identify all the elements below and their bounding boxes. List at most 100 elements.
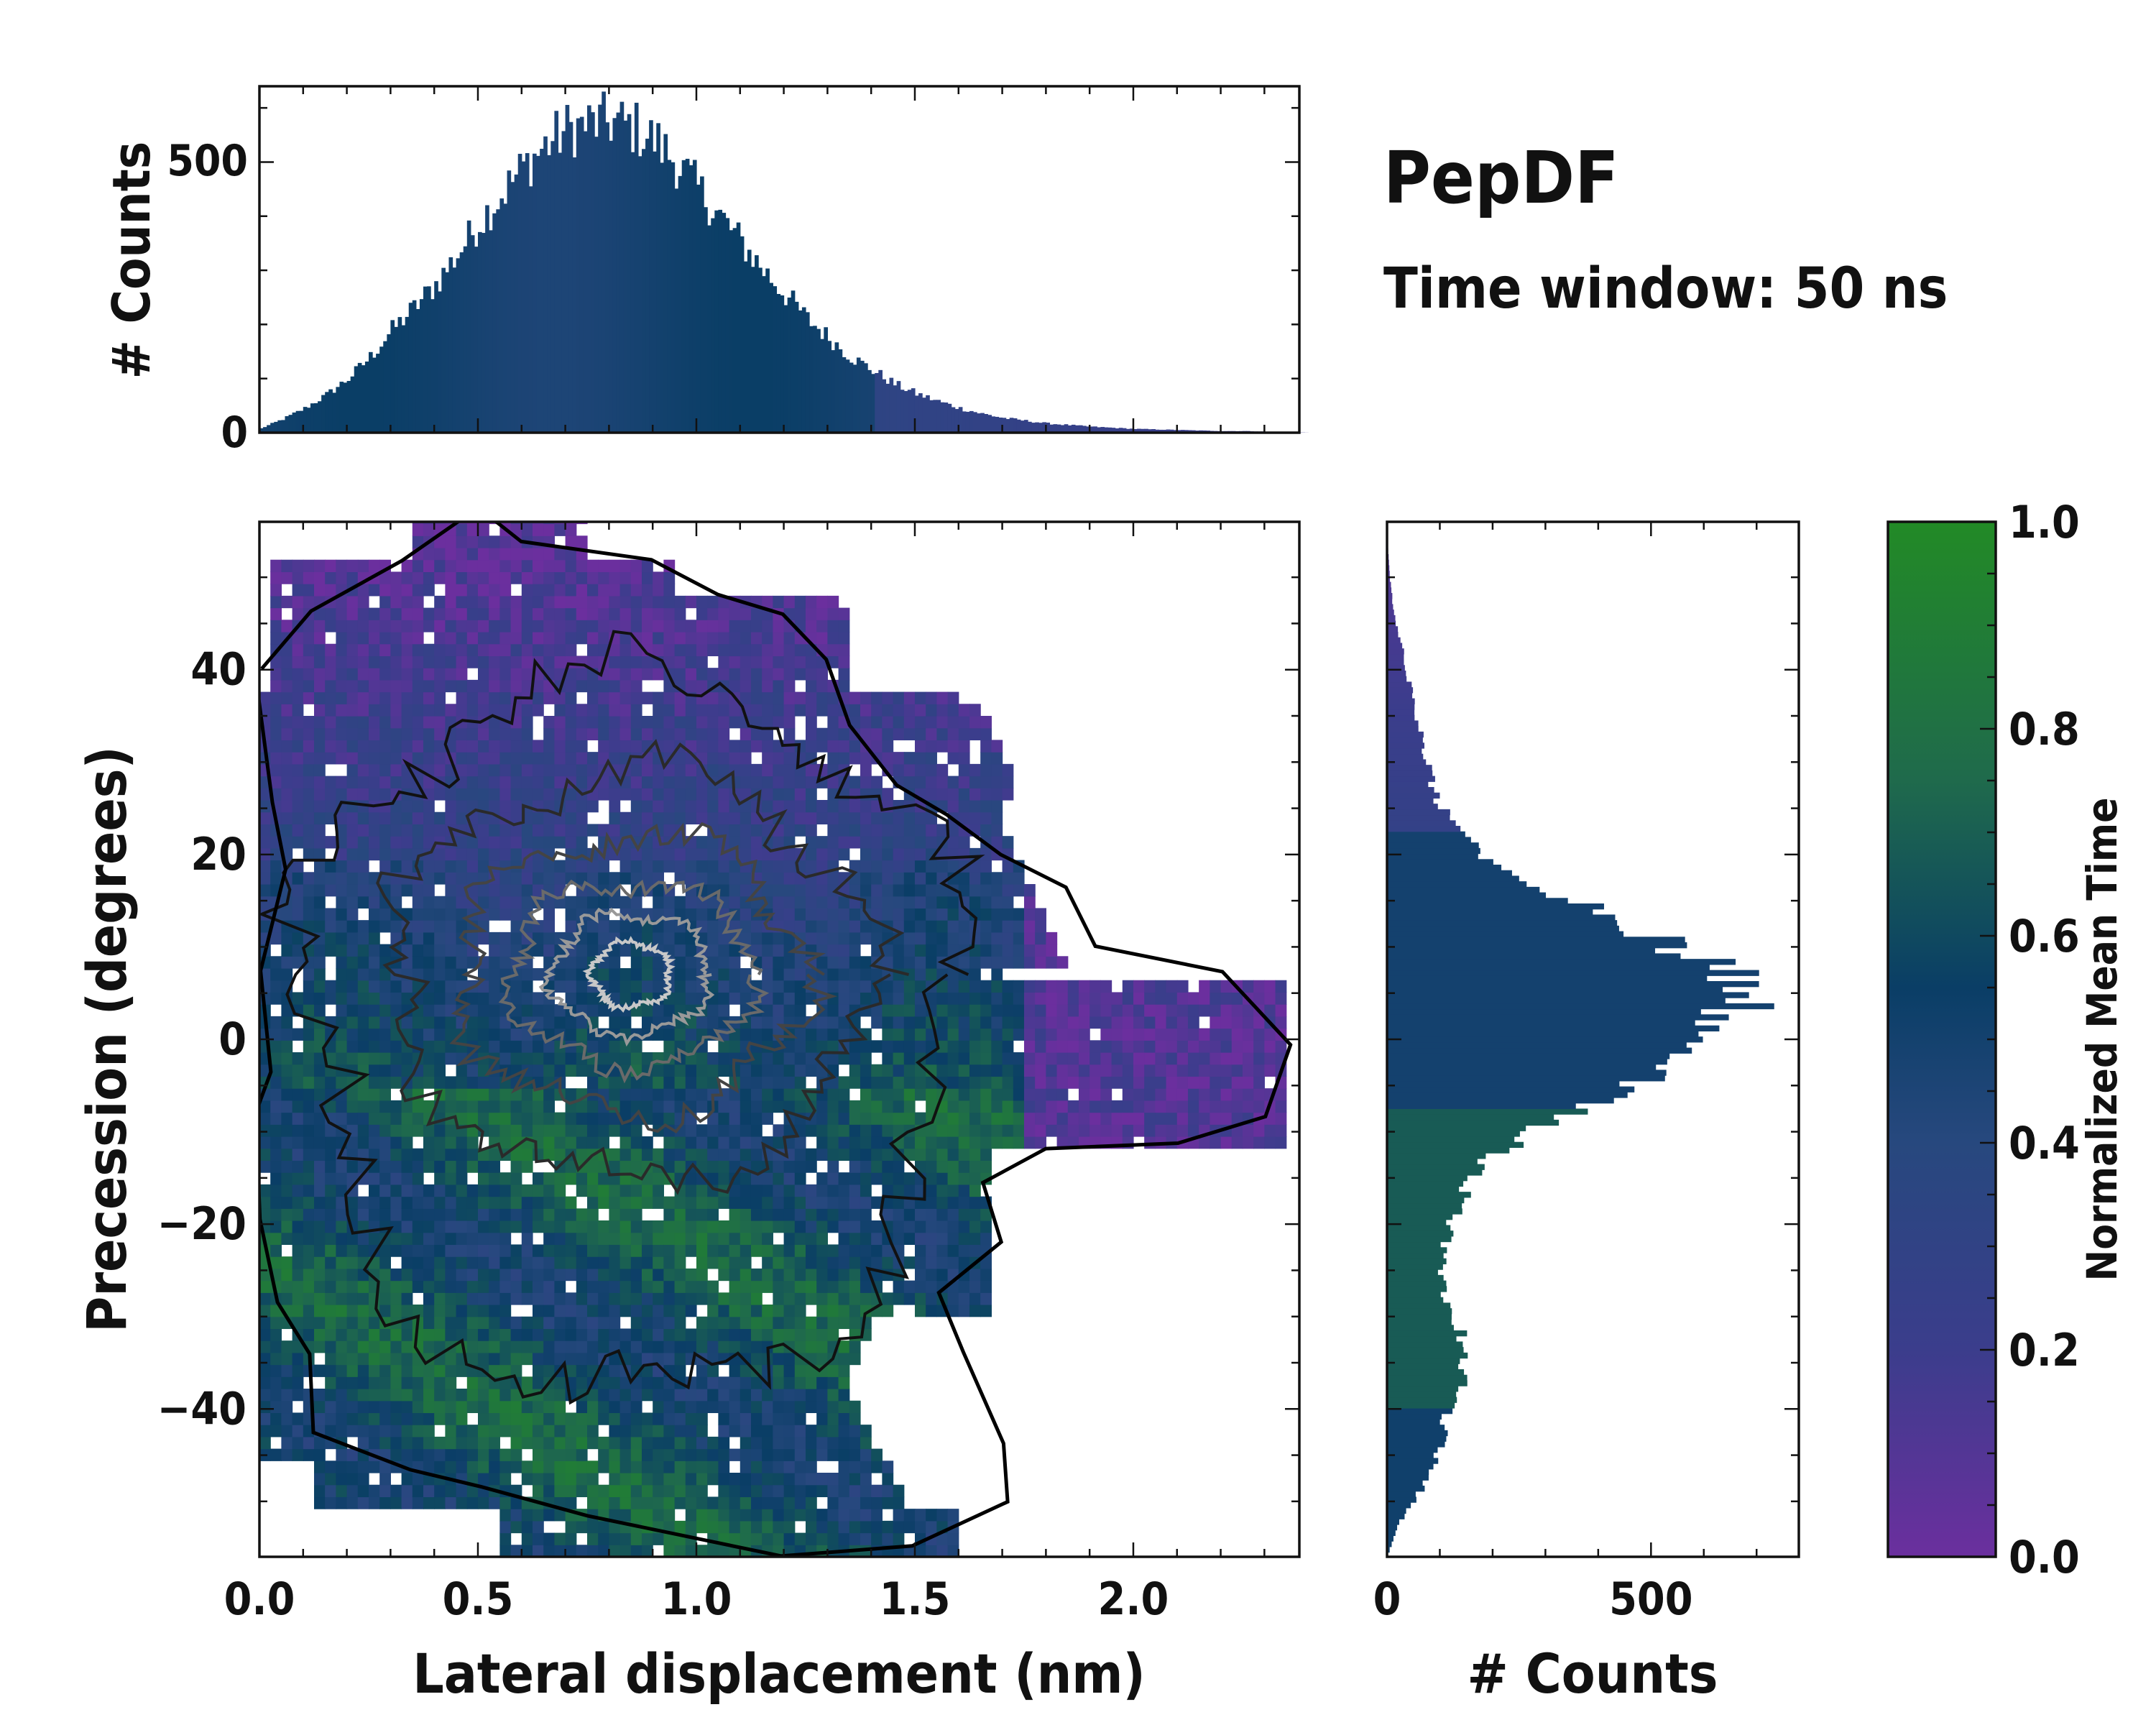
heatmap-cell	[303, 727, 315, 741]
heatmap-cell	[926, 1220, 937, 1233]
heatmap-cell	[598, 1389, 609, 1402]
heatmap-cell	[685, 908, 697, 921]
heatmap-cell	[586, 716, 599, 729]
heatmap-cell	[357, 956, 369, 969]
heatmap-cell	[609, 1364, 621, 1377]
heatmap-cell	[390, 643, 402, 657]
heatmap-cell	[543, 1473, 555, 1486]
heatmap-cell	[619, 968, 632, 981]
heatmap-cells	[259, 522, 1287, 1557]
heatmap-cell	[313, 1172, 326, 1185]
heatmap-cell	[565, 1052, 577, 1065]
heatmap-cell	[499, 1100, 512, 1113]
heatmap-cell	[685, 1412, 697, 1425]
heatmap-cell	[750, 607, 763, 620]
heatmap-cell	[434, 1328, 446, 1341]
top-histogram-bar	[871, 374, 875, 433]
heatmap-cell	[270, 992, 282, 1005]
heatmap-cell	[663, 1400, 676, 1414]
heatmap-cell	[619, 1100, 632, 1113]
heatmap-cell	[630, 632, 642, 645]
top-histogram-bar	[270, 423, 275, 433]
heatmap-cell	[641, 980, 653, 993]
heatmap-cell	[838, 1112, 850, 1125]
heatmap-cell	[729, 740, 741, 753]
heatmap-cell	[412, 716, 424, 729]
heatmap-cell	[336, 571, 348, 584]
heatmap-cell	[456, 1436, 468, 1450]
heatmap-cell	[303, 1305, 315, 1317]
heatmap-cell	[619, 1448, 632, 1461]
heatmap-cell	[445, 811, 457, 825]
heatmap-cell	[456, 1160, 468, 1173]
heatmap-cell	[510, 932, 522, 945]
heatmap-cell	[325, 1460, 336, 1473]
heatmap-cell	[336, 1196, 348, 1209]
heatmap-cell	[598, 595, 609, 609]
heatmap-cell	[292, 571, 304, 584]
heatmap-cell	[630, 1040, 642, 1053]
heatmap-cell	[816, 668, 828, 681]
heatmap-cell	[313, 992, 326, 1005]
heatmap-cell	[773, 643, 785, 657]
heatmap-cell	[674, 1088, 686, 1101]
heatmap-cell	[718, 643, 730, 657]
heatmap-cell	[794, 1340, 806, 1353]
heatmap-cell	[270, 1136, 282, 1149]
top-histogram-bar	[907, 390, 912, 433]
heatmap-cell	[543, 716, 555, 729]
heatmap-cell	[368, 944, 380, 957]
top-histogram-bar	[489, 230, 493, 433]
heatmap-cell	[325, 1172, 336, 1185]
heatmap-cell	[674, 727, 686, 741]
heatmap-cell	[390, 656, 402, 668]
heatmap-cell	[762, 1244, 773, 1257]
heatmap-cell	[903, 1184, 916, 1197]
heatmap-cell	[510, 620, 522, 632]
heatmap-cell	[510, 679, 522, 693]
heatmap-cell	[565, 1196, 577, 1209]
heatmap-cell	[598, 1340, 609, 1353]
heatmap-cell	[368, 1148, 380, 1162]
heatmap-cell	[762, 1076, 773, 1089]
heatmap-cell	[740, 1028, 752, 1041]
heatmap-cell	[456, 1389, 468, 1402]
heatmap-cell	[543, 1364, 555, 1377]
heatmap-cell	[390, 1148, 402, 1162]
heatmap-cell	[663, 776, 676, 788]
heatmap-cell	[685, 1389, 697, 1402]
heatmap-cell	[750, 1052, 763, 1065]
heatmap-cell	[816, 1484, 828, 1498]
heatmap-cell	[740, 691, 752, 704]
top-histogram-bar	[704, 207, 708, 433]
heatmap-cell	[489, 1316, 500, 1330]
heatmap-cell	[609, 1244, 621, 1257]
heatmap-cell	[554, 1436, 566, 1450]
heatmap-cell	[750, 920, 763, 933]
heatmap-cell	[816, 1124, 828, 1137]
top-histogram-bar	[852, 364, 857, 433]
heatmap-cell	[281, 716, 293, 729]
heatmap-cell	[827, 1028, 839, 1041]
heatmap-cell	[313, 872, 326, 885]
heatmap-cell	[554, 620, 566, 632]
heatmap-cell	[390, 1412, 402, 1425]
heatmap-cell	[325, 1316, 336, 1330]
heatmap-cell	[423, 559, 435, 573]
heatmap-cell	[554, 1196, 566, 1209]
heatmap-cell	[653, 1172, 664, 1185]
heatmap-cell	[926, 872, 937, 885]
heatmap-cell	[346, 656, 359, 668]
heatmap-cell	[313, 896, 326, 909]
heatmap-cell	[838, 811, 850, 825]
heatmap-cell	[740, 668, 752, 681]
heatmap-cell	[816, 1532, 828, 1545]
heatmap-cell	[336, 1425, 348, 1438]
heatmap-cell	[336, 872, 348, 885]
heatmap-cell	[565, 691, 577, 704]
heatmap-cell	[412, 824, 424, 837]
heatmap-cell	[718, 1052, 730, 1065]
heatmap-cell	[434, 1232, 446, 1246]
heatmap-cell	[750, 1268, 763, 1282]
heatmap-cell	[499, 884, 512, 897]
